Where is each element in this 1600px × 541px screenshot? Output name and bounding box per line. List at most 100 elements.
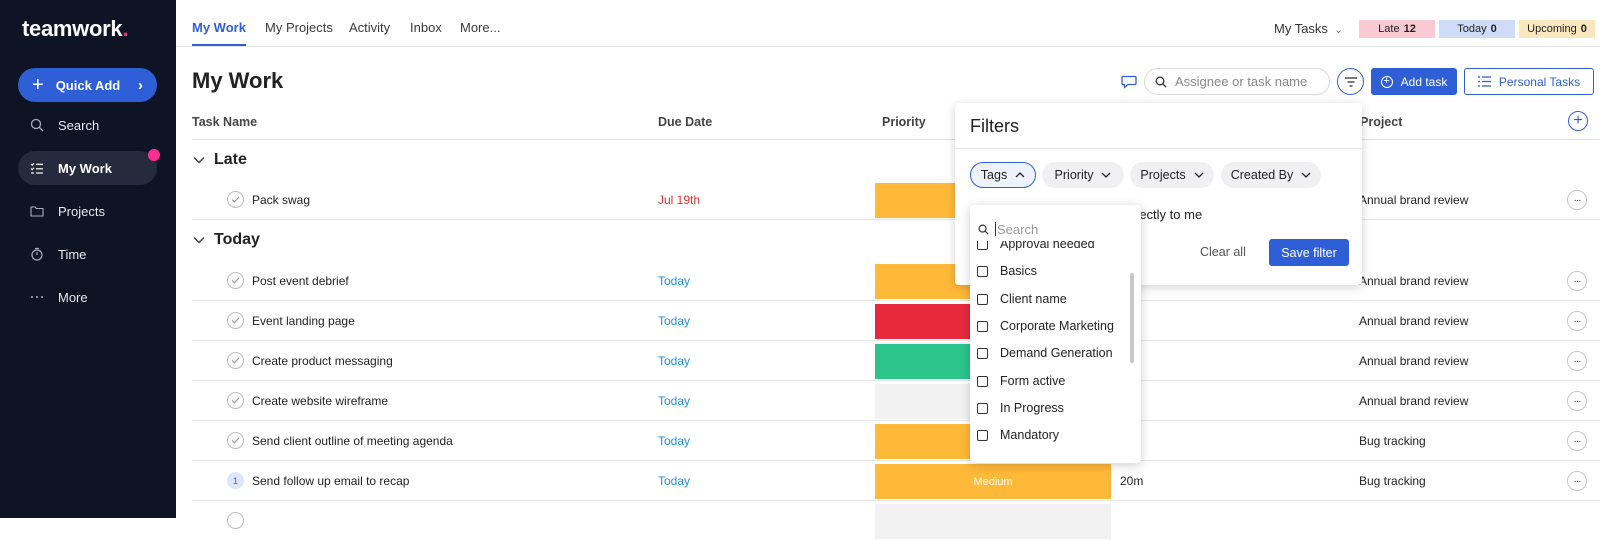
table-row[interactable]: Create product messaging Today Annual br… [192, 341, 1600, 381]
priority-cell[interactable]: Medium [875, 464, 1111, 499]
column-header-priority[interactable]: Priority [882, 115, 926, 129]
group-header-late[interactable]: Late [192, 151, 247, 169]
tab-activity[interactable]: Activity [349, 20, 391, 35]
sidebar-item-projects[interactable]: Projects [18, 194, 157, 228]
time-estimate[interactable]: 20m [1120, 474, 1144, 488]
priority-cell[interactable] [875, 504, 1111, 539]
late-counter[interactable]: Late 12 [1359, 20, 1435, 38]
more-options-icon[interactable]: ··· [1567, 311, 1587, 331]
group-label: Today [214, 231, 260, 248]
due-date[interactable]: Today [658, 314, 691, 328]
task-name[interactable]: Send client outline of meeting agenda [252, 434, 453, 448]
checkmark-circle-icon[interactable] [227, 352, 244, 369]
checkbox[interactable] [977, 293, 988, 305]
search-input[interactable]: Assignee or task name [1144, 68, 1330, 95]
table-row[interactable] [192, 501, 1600, 541]
sidebar-item-time[interactable]: Time [18, 237, 157, 271]
more-options-icon[interactable]: ··· [1567, 271, 1587, 291]
checkmark-circle-icon[interactable] [227, 272, 244, 289]
add-task-button[interactable]: + Add task [1371, 68, 1457, 95]
today-counter[interactable]: Today 0 [1439, 20, 1515, 38]
comment-icon[interactable] [1120, 72, 1138, 90]
quick-add-button[interactable]: + Quick Add › [18, 68, 157, 102]
sidebar-item-more[interactable]: More [18, 280, 157, 314]
filter-chip-created-by[interactable]: Created By [1221, 162, 1321, 188]
project-name[interactable]: Annual brand review [1359, 354, 1469, 368]
table-row[interactable]: Post event debrief Today Annual brand re… [192, 261, 1600, 301]
tag-search-input[interactable]: Search [978, 219, 1133, 239]
my-tasks-dropdown[interactable]: My Tasks ⌄ [1274, 21, 1343, 36]
checkmark-circle-icon[interactable] [227, 512, 244, 529]
more-options-icon[interactable]: ··· [1567, 471, 1587, 491]
table-row[interactable]: Send client outline of meeting agenda To… [192, 421, 1600, 461]
table-row[interactable]: Pack swag Jul 19th Annual brand review ·… [192, 180, 1600, 220]
due-date[interactable]: Today [658, 394, 691, 408]
tab-inbox[interactable]: Inbox [410, 20, 442, 35]
teamwork-logo[interactable]: teamwork. [22, 16, 129, 41]
checkbox[interactable] [977, 347, 988, 359]
add-column-button[interactable]: + [1568, 111, 1588, 131]
scrollbar[interactable] [1130, 273, 1134, 363]
tag-option[interactable]: Corporate Marketing [977, 319, 1114, 333]
sidebar-item-label: Time [58, 246, 87, 262]
task-name[interactable]: Send follow up email to recap [252, 474, 410, 488]
more-options-icon[interactable]: ··· [1567, 351, 1587, 371]
table-row[interactable]: Event landing page Today Annual brand re… [192, 301, 1600, 341]
tab-my-projects[interactable]: My Projects [265, 20, 333, 35]
save-filter-button[interactable]: Save filter [1269, 239, 1349, 266]
tab-more[interactable]: More... [460, 20, 501, 35]
table-row[interactable]: 1 Send follow up email to recap Today Me… [192, 461, 1600, 501]
filter-chip-projects[interactable]: Projects [1130, 162, 1214, 188]
checkbox[interactable] [977, 320, 988, 332]
column-header-project[interactable]: Project [1360, 115, 1403, 129]
task-name[interactable]: Pack swag [252, 193, 311, 207]
clear-all-link[interactable]: Clear all [1200, 245, 1246, 259]
task-name[interactable]: Event landing page [252, 314, 355, 328]
checkbox[interactable] [977, 429, 988, 441]
project-name[interactable]: Annual brand review [1359, 193, 1469, 207]
project-name[interactable]: Annual brand review [1359, 314, 1469, 328]
sidebar-item-my-work[interactable]: My Work [18, 149, 160, 185]
tab-my-work[interactable]: My Work [192, 20, 246, 35]
tag-option[interactable]: Form active [977, 374, 1065, 388]
assigned-to-me-option[interactable]: rectly to me [1135, 207, 1203, 222]
subtask-count-badge[interactable]: 1 [227, 472, 244, 489]
more-options-icon[interactable]: ··· [1567, 391, 1587, 411]
checkbox[interactable] [977, 402, 988, 414]
column-header-task-name[interactable]: Task Name [192, 115, 258, 129]
tag-option[interactable]: Basics [977, 264, 1037, 278]
filter-chip-tags[interactable]: Tags [970, 162, 1036, 188]
tag-option[interactable]: Mandatory [977, 428, 1059, 442]
personal-tasks-button[interactable]: Personal Tasks [1464, 68, 1594, 95]
task-name[interactable]: Create website wireframe [252, 394, 389, 408]
checkmark-circle-icon[interactable] [227, 191, 244, 208]
project-name[interactable]: Bug tracking [1359, 474, 1426, 488]
more-options-icon[interactable]: ··· [1567, 431, 1587, 451]
task-name[interactable]: Post event debrief [252, 274, 349, 288]
checkmark-circle-icon[interactable] [227, 432, 244, 449]
checkbox[interactable] [977, 265, 988, 277]
checkmark-circle-icon[interactable] [227, 392, 244, 409]
checkmark-circle-icon[interactable] [227, 312, 244, 329]
tag-option[interactable]: In Progress [977, 401, 1064, 415]
due-date[interactable]: Jul 19th [658, 193, 701, 207]
tag-option[interactable]: Client name [977, 292, 1067, 306]
table-row[interactable]: Create website wireframe Today Annual br… [192, 381, 1600, 421]
due-date[interactable]: Today [658, 354, 691, 368]
due-date[interactable]: Today [658, 474, 691, 488]
upcoming-counter[interactable]: Upcoming 0 [1519, 20, 1595, 38]
project-name[interactable]: Annual brand review [1359, 394, 1469, 408]
filter-button[interactable] [1337, 68, 1364, 95]
checkbox[interactable] [977, 375, 988, 387]
project-name[interactable]: Bug tracking [1359, 434, 1426, 448]
sidebar-item-search[interactable]: Search [18, 108, 157, 142]
more-options-icon[interactable]: ··· [1567, 190, 1587, 210]
due-date[interactable]: Today [658, 274, 691, 288]
tag-option[interactable]: Demand Generation [977, 346, 1113, 360]
filter-chip-priority[interactable]: Priority [1042, 162, 1124, 188]
group-header-today[interactable]: Today [192, 231, 260, 249]
column-header-due-date[interactable]: Due Date [658, 115, 713, 129]
task-name[interactable]: Create product messaging [252, 354, 393, 368]
project-name[interactable]: Annual brand review [1359, 274, 1469, 288]
due-date[interactable]: Today [658, 434, 691, 448]
